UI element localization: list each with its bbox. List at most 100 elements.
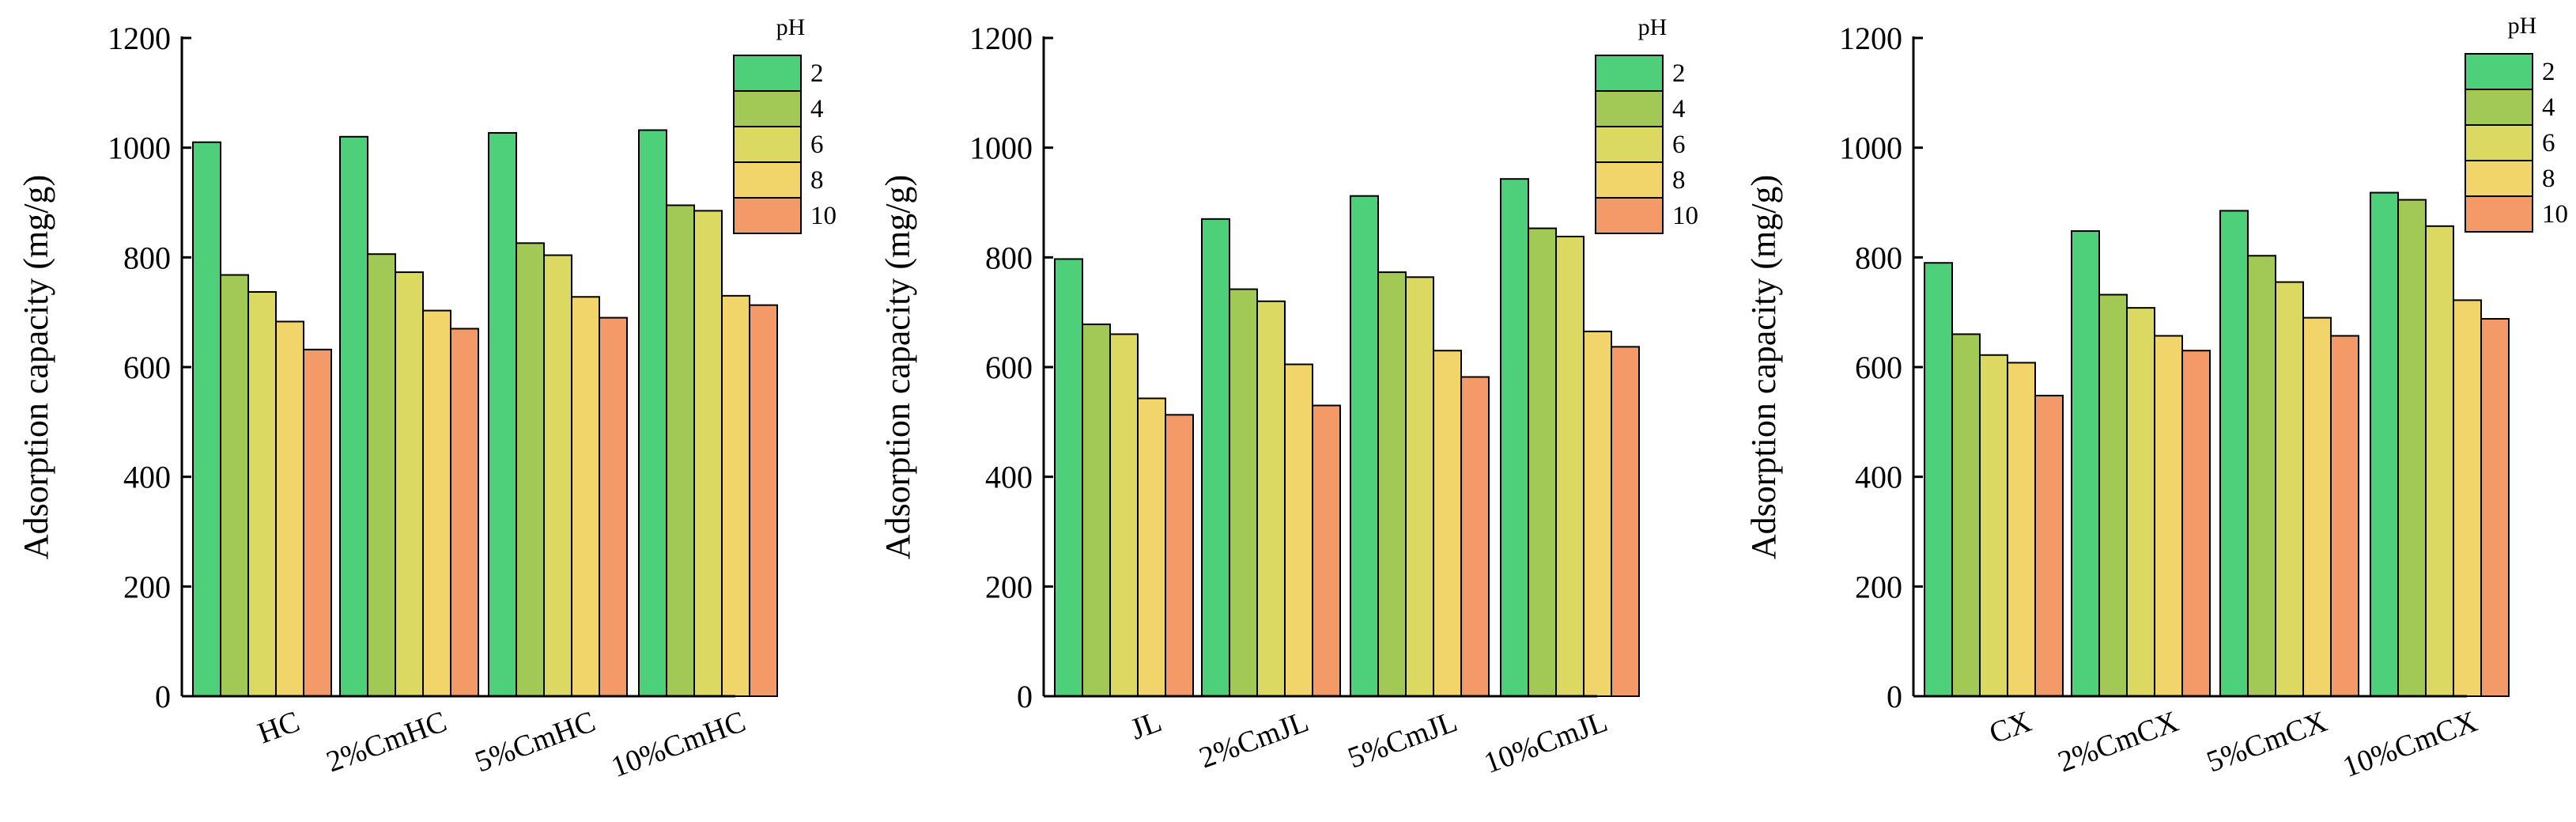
bar-CX-ph6 <box>1979 354 2008 697</box>
bar-5%CmHC-ph2 <box>488 131 517 698</box>
x-category-label: 2%CmHC <box>322 705 451 779</box>
bar-5%CmJL-ph4 <box>1377 271 1407 697</box>
legend-swatch-ph2 <box>733 55 802 92</box>
legend-label-ph8: 8 <box>810 166 824 195</box>
y-tick-label: 1200 <box>969 21 1033 56</box>
legend-label-ph4: 4 <box>1672 95 1686 123</box>
legend: pH2 4 6 8 10 <box>1595 14 1698 234</box>
bar-5%CmCX-ph6 <box>2275 281 2304 697</box>
bar-2%CmJL-ph2 <box>1201 218 1230 697</box>
bar-CX-ph8 <box>2007 362 2036 697</box>
legend-swatch-ph4 <box>2465 89 2533 126</box>
bar-2%CmJL-ph4 <box>1229 288 1258 697</box>
legend-label-ph2: 2 <box>1672 59 1686 88</box>
bar-HC-ph4 <box>220 274 249 697</box>
y-tick-label: 1000 <box>969 131 1033 166</box>
x-category-label: 2%CmJL <box>1195 705 1313 775</box>
bar-5%CmHC-ph8 <box>571 296 600 697</box>
legend-title: pH <box>1638 14 1668 40</box>
x-category-label: JL <box>1127 705 1166 746</box>
y-axis-title: Adsorption capacity (mg/g) <box>1744 175 1783 559</box>
bar-5%CmCX-ph10 <box>2330 335 2359 697</box>
y-tick-label: 400 <box>1855 460 1902 495</box>
y-tick-label: 1000 <box>108 131 171 166</box>
bar-2%CmCX-ph4 <box>2098 294 2128 697</box>
bar-JL-ph6 <box>1109 333 1139 697</box>
bar-10%CmJL-ph2 <box>1500 178 1529 698</box>
legend-swatch-ph8 <box>733 161 802 199</box>
legend-label-ph4: 4 <box>2542 93 2555 122</box>
legend-label-ph6: 6 <box>1672 131 1686 159</box>
bar-CX-ph10 <box>2034 395 2064 697</box>
bar-JL-ph10 <box>1165 414 1194 697</box>
bar-10%CmJL-ph4 <box>1528 227 1557 697</box>
legend-swatch-ph10 <box>2465 195 2533 233</box>
bar-2%CmHC-ph6 <box>395 271 424 697</box>
bar-10%CmHC-ph6 <box>693 210 723 697</box>
legend-swatch-ph10 <box>1595 197 1664 234</box>
legend-label-ph4: 4 <box>810 95 824 123</box>
y-tick-label: 600 <box>1855 350 1902 385</box>
y-tick-label: 1000 <box>1839 131 1902 166</box>
x-category-label: 10%CmCX <box>2339 705 2482 784</box>
y-tick-label: 1200 <box>1839 21 1902 56</box>
bar-2%CmHC-ph10 <box>450 328 479 697</box>
bar-5%CmJL-ph6 <box>1405 276 1434 697</box>
bar-5%CmCX-ph8 <box>2302 316 2332 697</box>
x-category-label: 5%CmHC <box>470 705 599 779</box>
x-category-label: CX <box>1985 705 2036 751</box>
y-tick-label: 1200 <box>108 21 171 56</box>
x-category-label: 10%CmHC <box>607 705 750 784</box>
y-tick-label: 800 <box>985 240 1033 275</box>
bar-5%CmJL-ph10 <box>1460 376 1490 697</box>
legend-label-ph10: 10 <box>810 202 837 230</box>
y-tick-label: 200 <box>1855 569 1902 604</box>
x-category-label: 5%CmJL <box>1343 705 1461 775</box>
legend-label-ph6: 6 <box>2542 129 2555 157</box>
bar-CX-ph2 <box>1924 262 1953 697</box>
bar-2%CmJL-ph6 <box>1256 300 1286 697</box>
bar-2%CmJL-ph10 <box>1312 404 1341 697</box>
legend-swatch-ph8 <box>1595 161 1664 199</box>
legend-swatch-ph2 <box>2465 53 2533 90</box>
bar-JL-ph8 <box>1137 397 1166 697</box>
legend: pH2 4 6 8 10 <box>2465 13 2568 233</box>
bar-10%CmCX-ph4 <box>2397 199 2427 698</box>
legend-swatch-ph10 <box>733 197 802 234</box>
legend-swatch-ph8 <box>2465 160 2533 197</box>
y-tick-label: 800 <box>1855 240 1902 275</box>
y-tick-label: 600 <box>123 350 171 385</box>
bar-10%CmCX-ph2 <box>2370 191 2399 697</box>
bar-2%CmCX-ph2 <box>2071 230 2100 697</box>
bar-10%CmCX-ph8 <box>2453 299 2482 697</box>
bar-5%CmHC-ph6 <box>543 254 572 697</box>
bar-2%CmCX-ph10 <box>2181 350 2211 697</box>
y-tick-label: 0 <box>1017 679 1033 714</box>
y-tick-label: 0 <box>1887 679 1902 714</box>
y-tick-label: 0 <box>155 679 171 714</box>
legend-title: pH <box>776 14 806 40</box>
bar-HC-ph8 <box>275 320 304 697</box>
bar-CX-ph4 <box>1951 333 1981 697</box>
bar-HC-ph6 <box>247 291 277 697</box>
bar-5%CmHC-ph4 <box>516 242 545 698</box>
chart-panel-1: 0 200 400 600 800 1000 1200 Adsorption capacity… <box>17 14 837 784</box>
legend-title: pH <box>2508 13 2537 39</box>
y-axis-title: Adsorption capacity (mg/g) <box>17 175 55 559</box>
legend-label-ph2: 2 <box>2542 58 2555 86</box>
legend-swatch-ph2 <box>1595 55 1664 92</box>
legend-swatch-ph4 <box>1595 90 1664 127</box>
legend-label-ph8: 8 <box>1672 166 1686 195</box>
bar-10%CmHC-ph8 <box>721 294 750 697</box>
legend-swatch-ph6 <box>733 126 802 163</box>
bar-10%CmJL-ph8 <box>1583 330 1612 697</box>
y-tick-label: 600 <box>985 350 1033 385</box>
x-category-label: HC <box>254 705 304 751</box>
bar-5%CmHC-ph10 <box>599 316 628 697</box>
y-tick-label: 200 <box>985 569 1033 604</box>
x-category-label: 10%CmJL <box>1479 705 1611 780</box>
legend-label-ph10: 10 <box>2542 200 2568 229</box>
legend-swatch-ph6 <box>2465 124 2533 161</box>
legend-swatch-ph6 <box>1595 126 1664 163</box>
